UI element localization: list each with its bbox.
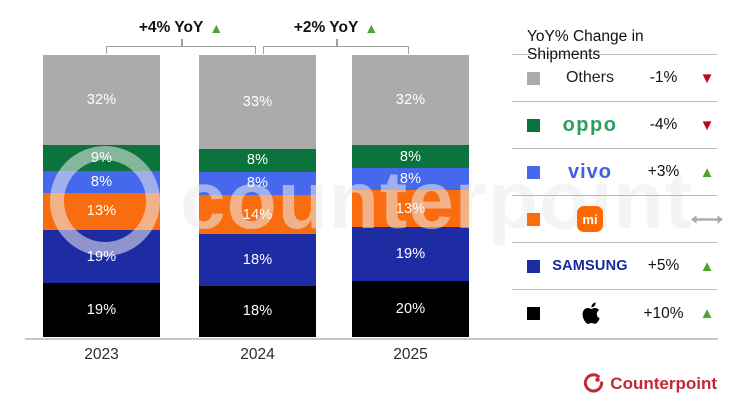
segment-value-label: 19% (86, 248, 117, 265)
counterpoint-branding: Counterpoint (583, 373, 717, 394)
segment-value-label: 19% (86, 302, 117, 319)
legend-swatch-vivo (527, 165, 540, 179)
segment-apple-2024: 18% (199, 285, 316, 337)
segment-value-label: 32% (86, 92, 117, 109)
legend-swatch-oppo (527, 118, 540, 132)
segment-others-2023: 32% (43, 55, 160, 146)
segment-xiaomi-2023: 13% (43, 193, 160, 230)
down-triangle-icon: ▼ (699, 69, 715, 87)
brand-label: Others (565, 69, 614, 86)
yoy-value: +10% (643, 304, 684, 322)
segment-oppo-2025: 8% (352, 145, 469, 168)
segment-xiaomi-2025: 13% (352, 190, 469, 227)
legend-swatch-others (527, 71, 540, 85)
brand-cell-vivo: vivo (544, 161, 636, 184)
yoy-bracket-2023-2024 (106, 46, 256, 54)
legend-row-oppo: oppo -4% ▼ (512, 102, 717, 149)
segment-value-label: 8% (399, 148, 422, 165)
segment-vivo-2023: 8% (43, 170, 160, 194)
up-triangle-icon: ▲ (364, 20, 379, 36)
legend-panel: YoY% Change in Shipments Others -1% ▼ oppo -… (512, 28, 723, 337)
stacked-bar-2025: 32% 8% 8% 13% 19% 20% (352, 55, 469, 337)
yoy-annotation-2025: +2% YoY ▲ (294, 18, 378, 38)
yoy-bracket-tick-2 (336, 39, 338, 47)
yoy-value: -1% (649, 69, 678, 86)
flat-arrow-cell (691, 213, 723, 226)
segment-samsung-2025: 19% (352, 226, 469, 281)
flat-arrow-icon (691, 214, 723, 224)
yoy-annotation-label: +4% YoY (138, 19, 204, 36)
xiaomi-logo: mi (577, 206, 603, 232)
x-axis-label-2023: 2023 (84, 346, 119, 363)
segment-samsung-2024: 18% (199, 234, 316, 286)
segment-value-label: 13% (86, 203, 117, 220)
yoy-value: +5% (647, 257, 680, 274)
segment-value-label: 14% (242, 206, 273, 223)
x-axis-line (25, 338, 718, 340)
apple-logo-icon (582, 302, 600, 324)
brand-cell-others: Others (544, 69, 636, 87)
brand-cell-xiaomi: mi (544, 206, 636, 232)
down-triangle-icon: ▼ (699, 116, 715, 134)
segment-value-label: 18% (242, 303, 273, 320)
up-triangle-icon: ▲ (699, 163, 715, 181)
stacked-bar-2024: 33% 8% 8% 14% 18% 18% (199, 55, 316, 337)
brand-cell-apple (544, 301, 636, 326)
yoy-bracket-tick-1 (181, 39, 183, 47)
yoy-value: +3% (647, 163, 680, 180)
segment-apple-2023: 19% (43, 283, 160, 337)
legend-rows: Others -1% ▼ oppo -4% ▼ vivo +3% ▲ mi SAMSUNG +5% ▲ +… (512, 54, 723, 337)
segment-value-label: 8% (246, 152, 269, 169)
vivo-logo: vivo (567, 160, 613, 183)
yoy-annotation-label: +2% YoY (293, 19, 359, 36)
yoy-annotation-2024: +4% YoY ▲ (139, 18, 223, 38)
segment-vivo-2024: 8% (199, 171, 316, 195)
legend-row-xiaomi: mi (512, 196, 723, 243)
up-triangle-icon: ▲ (209, 20, 224, 36)
legend-row-others: Others -1% ▼ (512, 55, 717, 102)
up-triangle-icon: ▲ (699, 305, 715, 322)
segment-value-label: 32% (395, 92, 426, 109)
segment-value-label: 33% (242, 94, 273, 110)
brand-cell-samsung: SAMSUNG (544, 258, 636, 274)
segment-value-label: 8% (246, 175, 269, 192)
yoy-value: -4% (649, 116, 678, 133)
counterpoint-logo-text: Counterpoint (610, 373, 717, 393)
segment-value-label: 8% (399, 171, 422, 188)
segment-samsung-2023: 19% (43, 229, 160, 284)
segment-value-label: 9% (90, 149, 113, 166)
brand-cell-oppo: oppo (544, 114, 636, 137)
segment-value-label: 18% (242, 252, 273, 269)
segment-apple-2025: 20% (352, 280, 469, 337)
legend-row-vivo: vivo +3% ▲ (512, 149, 717, 196)
legend-row-samsung: SAMSUNG +5% ▲ (512, 243, 717, 290)
samsung-logo: SAMSUNG (552, 258, 628, 274)
stacked-bar-2023: 32% 9% 8% 13% 19% 19% (43, 55, 160, 337)
segment-others-2025: 32% (352, 55, 469, 146)
legend-swatch-apple (527, 307, 540, 320)
segment-others-2024: 33% (199, 55, 316, 149)
counterpoint-logo-icon (584, 373, 604, 393)
oppo-logo: oppo (562, 113, 618, 136)
legend-row-apple: +10% ▲ (512, 290, 717, 337)
segment-oppo-2024: 8% (199, 149, 316, 172)
legend-title: YoY% Change in Shipments (527, 28, 644, 63)
segment-vivo-2025: 8% (352, 167, 469, 191)
segment-value-label: 19% (395, 245, 426, 262)
segment-value-label: 13% (395, 200, 426, 217)
up-triangle-icon: ▲ (699, 257, 715, 275)
legend-swatch-samsung (527, 259, 540, 273)
segment-oppo-2023: 9% (43, 145, 160, 171)
segment-value-label: 20% (395, 300, 426, 317)
segment-value-label: 8% (90, 173, 113, 190)
legend-swatch-xiaomi (527, 212, 540, 226)
segment-xiaomi-2024: 14% (199, 194, 316, 235)
x-axis-label-2025: 2025 (393, 346, 428, 363)
yoy-bracket-2024-2025 (263, 46, 409, 54)
x-axis-label-2024: 2024 (240, 346, 275, 363)
